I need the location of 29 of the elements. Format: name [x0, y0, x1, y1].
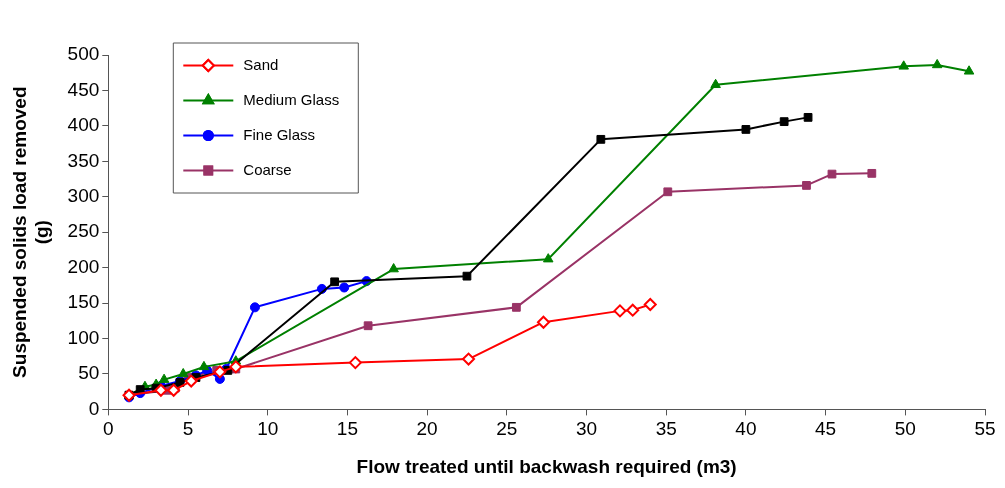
- x-tick-label: 40: [735, 418, 757, 440]
- x-tick-label: 35: [655, 418, 677, 440]
- y-tick-label: 150: [67, 291, 100, 313]
- x-tick-label: 45: [815, 418, 837, 440]
- legend-label: Fine Glass: [243, 125, 315, 143]
- x-axis-title: Flow treated until backwash required (m3): [356, 455, 737, 477]
- y-tick-label: 450: [67, 78, 100, 100]
- x-tick-label: 30: [575, 418, 598, 440]
- x-tick-label: 25: [496, 418, 518, 440]
- x-tick-label: 55: [974, 418, 996, 440]
- x-tick-label: 15: [336, 418, 358, 440]
- y-tick-label: 250: [67, 220, 100, 242]
- x-tick-label: 50: [894, 418, 916, 440]
- legend-label: Sand: [243, 55, 279, 73]
- y-tick-label: 100: [67, 326, 100, 348]
- y-tick-label: 50: [78, 362, 100, 384]
- x-tick-label: 5: [182, 418, 194, 440]
- y-tick-label: 300: [67, 184, 100, 206]
- legend-label: Coarse: [243, 160, 292, 178]
- y-tick-label: 400: [67, 114, 100, 136]
- x-tick-label: 20: [416, 418, 438, 440]
- y-tick-label: 350: [67, 149, 100, 171]
- y-tick-label: 0: [88, 397, 100, 419]
- x-tick-label: 0: [103, 418, 114, 440]
- y-tick-label: 500: [67, 43, 100, 65]
- y-axis-title: Suspended solids load removed (g): [8, 86, 53, 378]
- y-tick-label: 200: [67, 255, 100, 277]
- legend-label: Medium Glass: [243, 90, 340, 108]
- x-tick-label: 10: [257, 418, 279, 440]
